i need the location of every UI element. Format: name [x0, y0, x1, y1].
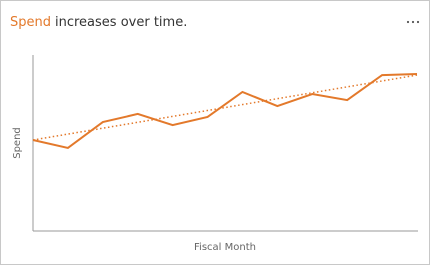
more-options[interactable] — [406, 20, 420, 24]
chart-title: Spend increases over time. — [10, 15, 187, 30]
x-axis-label: Fiscal Month — [194, 242, 256, 253]
title-highlight: Spend — [10, 15, 51, 30]
dot — [416, 20, 420, 24]
dot — [406, 20, 410, 24]
title-rest: increases over time. — [55, 15, 187, 30]
y-axis-label: Spend — [12, 127, 23, 159]
dot — [411, 20, 415, 24]
trend-line — [32, 74, 418, 141]
data-line — [32, 73, 418, 150]
